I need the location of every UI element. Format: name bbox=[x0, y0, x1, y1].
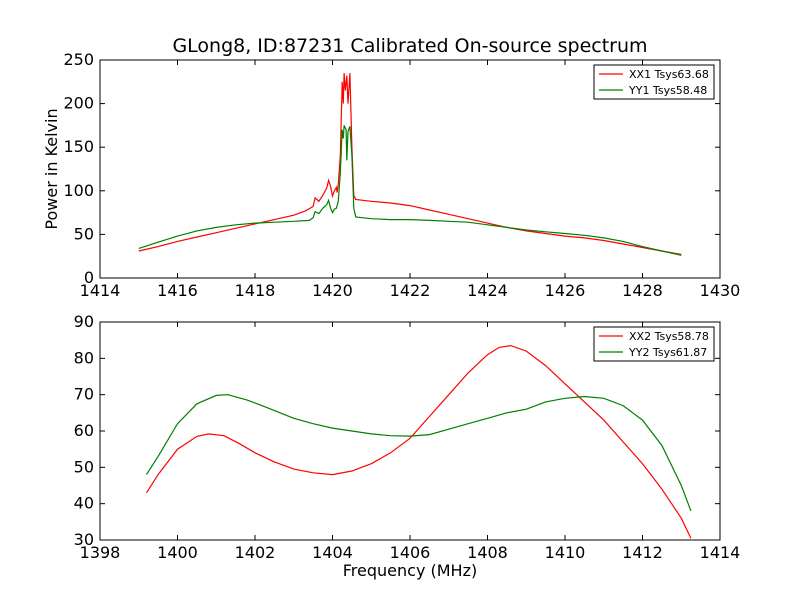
series-line-2 bbox=[138, 125, 682, 256]
y-tick-label: 30 bbox=[74, 530, 94, 549]
legend-entry: XX1 Tsys63.68 bbox=[629, 68, 709, 81]
series-line-1 bbox=[138, 73, 682, 256]
legend-entry: YY1 Tsys58.48 bbox=[628, 84, 707, 97]
top-spectrum-panel: 1414 1416 1418 1420 1422 1424 1426 1428 1430 0 50 1… bbox=[42, 50, 740, 300]
series-line-2 bbox=[145, 394, 692, 512]
legend: XX2 Tsys58.78 YY2 Tsys61.87 bbox=[593, 326, 715, 362]
x-tick-label: 1420 bbox=[312, 281, 353, 300]
x-tick-label: 1414 bbox=[80, 281, 121, 300]
y-tick-label: 50 bbox=[74, 457, 94, 476]
y-tick-label: 40 bbox=[74, 494, 94, 513]
x-tick-label: 1428 bbox=[622, 281, 663, 300]
chart-title: GLong8, ID:87231 Calibrated On-source sp… bbox=[172, 35, 647, 57]
y-tick-label: 60 bbox=[74, 421, 94, 440]
y-tick-label: 150 bbox=[63, 137, 94, 156]
x-tick-label: 1416 bbox=[157, 281, 198, 300]
y-axis-label: Power in Kelvin bbox=[42, 108, 61, 229]
legend-entry: YY2 Tsys61.87 bbox=[628, 346, 707, 359]
y-tick-label: 70 bbox=[74, 385, 94, 404]
x-tick-label: 1412 bbox=[622, 543, 663, 562]
y-tick-label: 250 bbox=[63, 50, 94, 69]
legend-box bbox=[593, 326, 715, 362]
x-tick-label: 1430 bbox=[700, 281, 741, 300]
x-tick-label: 1408 bbox=[467, 543, 508, 562]
y-tick-label: 0 bbox=[84, 268, 94, 287]
x-tick-label: 1418 bbox=[235, 281, 276, 300]
x-tick-label: 1406 bbox=[390, 543, 431, 562]
x-tick-label: 1424 bbox=[467, 281, 508, 300]
legend-entry: XX2 Tsys58.78 bbox=[629, 330, 709, 343]
series-line-1 bbox=[145, 344, 692, 539]
x-tick-label: 1422 bbox=[390, 281, 431, 300]
y-tick-label: 100 bbox=[63, 181, 94, 200]
x-tick-label: 1410 bbox=[545, 543, 586, 562]
x-tick-label: 1400 bbox=[157, 543, 198, 562]
y-tick-label: 200 bbox=[63, 94, 94, 113]
x-axis-label: Frequency (MHz) bbox=[343, 561, 477, 580]
y-tick-label: 80 bbox=[74, 348, 94, 367]
x-tick-label: 1426 bbox=[545, 281, 586, 300]
x-tick-label: 1398 bbox=[80, 543, 121, 562]
bottom-spectrum-panel: 1398 1400 1402 1404 1406 1408 1410 1412 1414 30 40… bbox=[74, 312, 741, 580]
y-tick-label: 90 bbox=[74, 312, 94, 331]
legend: XX1 Tsys63.68 YY1 Tsys58.48 bbox=[593, 64, 715, 100]
x-tick-label: 1414 bbox=[700, 543, 741, 562]
legend-box bbox=[593, 64, 715, 100]
x-tick-label: 1404 bbox=[312, 543, 353, 562]
y-tick-label: 50 bbox=[74, 224, 94, 243]
x-tick-label: 1402 bbox=[235, 543, 276, 562]
